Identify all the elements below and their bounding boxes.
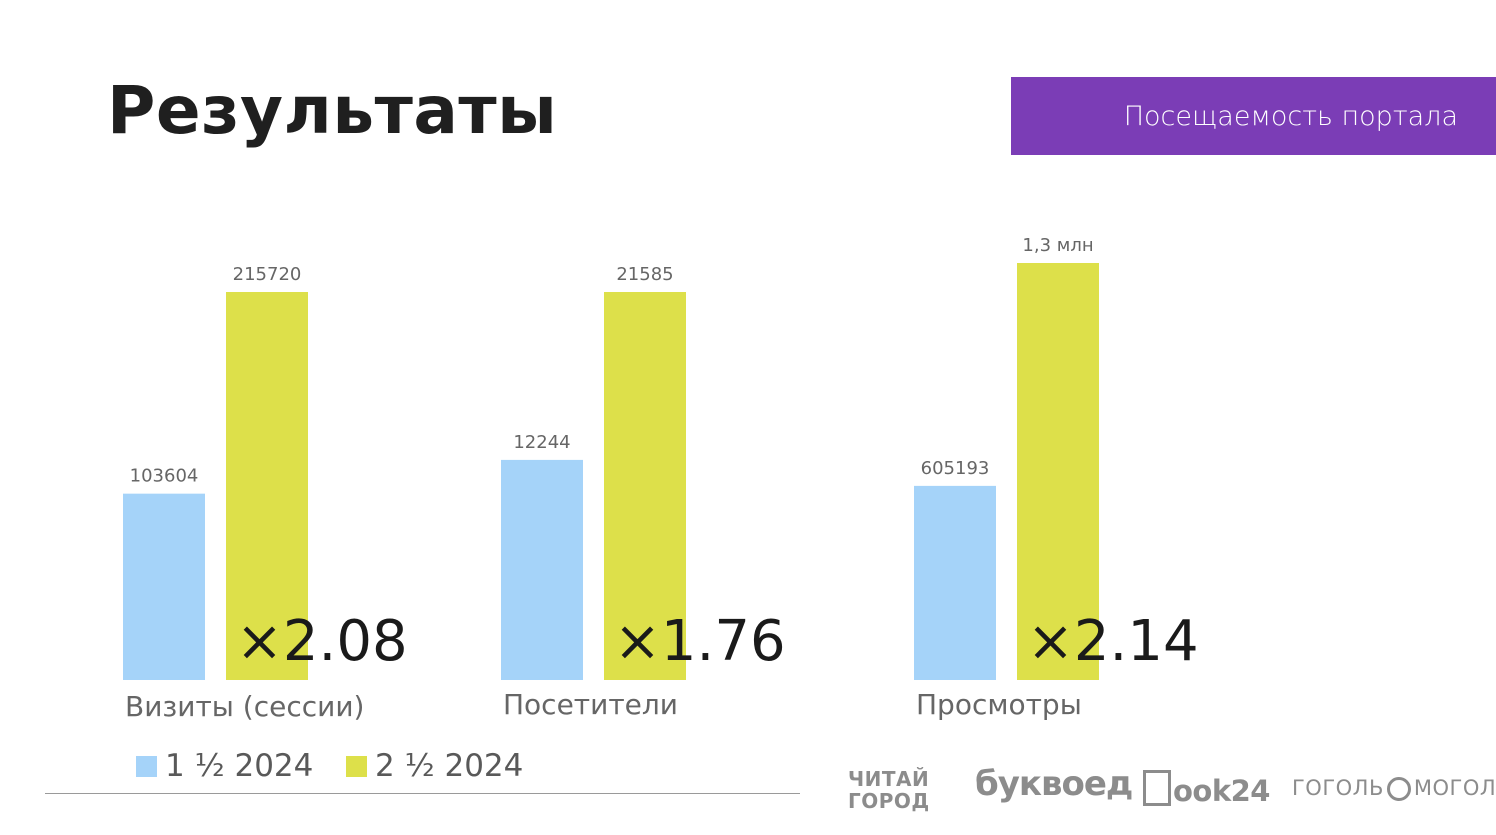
bar-1-series-2 [226, 292, 308, 680]
growth-label-2: ×1.76 [614, 609, 786, 674]
data-label-2-series-2: 21585 [616, 264, 673, 285]
legend-label-series-1: 1 ½ 2024 [165, 748, 314, 784]
gogol-mogol-logo: ГОГОЛЬ МОГОЛЬ [1292, 776, 1496, 801]
gogol-mogol-right: МОГОЛЬ [1413, 776, 1496, 800]
bar-1-series-1 [123, 493, 205, 680]
category-label-3: Просмотры [916, 688, 1082, 721]
legend-item-series-2: 2 ½ 2024 [346, 748, 523, 784]
section-tag-label: Посещаемость портала [1123, 100, 1458, 132]
bukvoed-logo: буквоед [975, 764, 1133, 804]
book24-b-icon [1143, 770, 1171, 806]
bukvoed-logo-text: буквоед [975, 764, 1133, 804]
category-label-2: Посетители [503, 688, 678, 721]
legend-item-series-1: 1 ½ 2024 [136, 748, 313, 784]
category-label-1: Визиты (сессии) [125, 690, 364, 723]
chitai-gorod-line-1: ЧИТАЙ [848, 767, 930, 791]
data-label-1-series-1: 103604 [130, 466, 199, 487]
bar-3-series-1 [914, 485, 996, 680]
legend-swatch-series-2 [346, 755, 367, 777]
chitai-gorod-line-2: ГОРОД [848, 789, 930, 813]
growth-label-3: ×2.14 [1027, 609, 1199, 674]
chitai-gorod-logo: ЧИТАЙ ГОРОД [848, 768, 930, 812]
gogol-mogol-left: ГОГОЛЬ [1292, 776, 1384, 800]
page-title: Результаты [107, 72, 558, 149]
data-label-2-series-1: 12244 [513, 432, 570, 453]
bar-2-series-1 [501, 459, 583, 680]
bar-chart: 103604 215720 ×2.08 Визиты (сессии) 12244 215… [123, 235, 1199, 723]
data-label-3-series-1: 605193 [921, 458, 990, 479]
gogol-mogol-ring-icon [1386, 777, 1411, 801]
book24-logo: ook24 [1143, 770, 1271, 808]
data-label-3-series-2: 1,3 млн [1022, 235, 1093, 256]
data-label-1-series-2: 215720 [233, 264, 302, 285]
bar-3-series-2 [1017, 263, 1099, 680]
legend-swatch-series-1 [136, 755, 157, 777]
book24-logo-text: ook24 [1173, 774, 1271, 808]
section-tag: Посещаемость портала [1011, 77, 1496, 155]
legend-label-series-2: 2 ½ 2024 [375, 748, 524, 784]
footer-divider [45, 793, 800, 794]
bar-2-series-2 [604, 292, 686, 680]
growth-label-1: ×2.08 [236, 609, 408, 674]
